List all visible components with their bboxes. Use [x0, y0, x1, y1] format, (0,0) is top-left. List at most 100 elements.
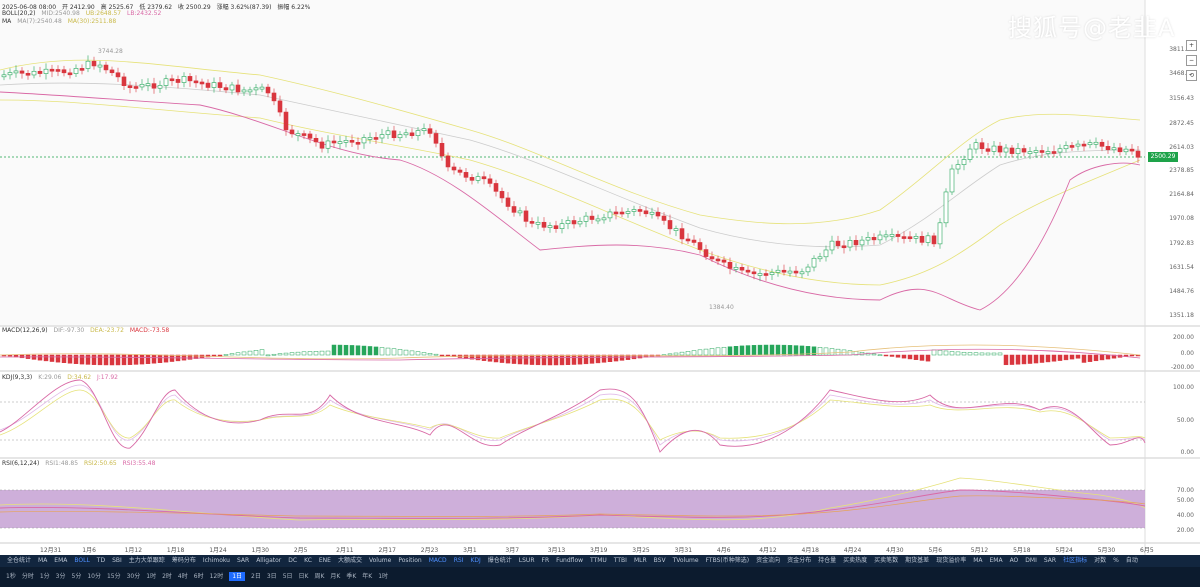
candle-body: [103, 64, 109, 71]
indicator-tab[interactable]: TVolume: [672, 557, 699, 564]
indicator-tab[interactable]: Fundflow: [556, 557, 584, 564]
rsi-info[interactable]: RSI(6,12,24) RSI1:48.85 RSI2:50.65 RSI3:…: [2, 460, 159, 467]
reset-icon[interactable]: ⟲: [1186, 70, 1197, 81]
candle-body: [451, 166, 457, 171]
indicator-tab[interactable]: 社区指标: [1063, 557, 1088, 564]
indicator-tab[interactable]: DC: [288, 557, 298, 564]
indicator-tab[interactable]: 全仓统计: [7, 557, 32, 564]
indicator-tab[interactable]: Ichimoku: [202, 557, 230, 564]
macd-bar: [1093, 354, 1099, 362]
macd-bar: [1075, 354, 1081, 359]
indicator-tab[interactable]: 主力大单跟踪: [128, 557, 165, 564]
indicator-tab[interactable]: Position: [398, 557, 422, 564]
candle-body: [37, 70, 43, 74]
timeframe-option[interactable]: 月K: [330, 573, 341, 580]
timeframe-option[interactable]: 2时: [162, 573, 172, 580]
indicator-tab[interactable]: EMA: [54, 557, 68, 564]
timeframe-option[interactable]: 1日: [229, 572, 246, 581]
indicator-tab[interactable]: Volume: [368, 557, 392, 564]
indicator-tab[interactable]: BSV: [653, 557, 666, 564]
indicator-tab[interactable]: FTBS(币种筛选): [705, 557, 750, 564]
timeframe-option[interactable]: 10分: [87, 573, 101, 580]
timeframe-option[interactable]: 1秒: [6, 573, 16, 580]
timeframe-option[interactable]: 1时: [146, 573, 157, 580]
candle-body: [1117, 147, 1123, 153]
zoom-out-icon[interactable]: −: [1186, 55, 1197, 66]
candle-body: [721, 259, 727, 263]
indicator-tab[interactable]: 买卖笔数: [874, 557, 899, 564]
candle-body: [655, 211, 661, 217]
indicator-tab[interactable]: KC: [304, 557, 312, 564]
indicator-tab[interactable]: FR: [541, 557, 550, 564]
timeframe-option[interactable]: 30分: [126, 573, 141, 580]
timeframe-option[interactable]: 季K: [346, 573, 357, 580]
timeframe-option[interactable]: 年K: [362, 573, 373, 580]
indicator-tab[interactable]: MA: [38, 557, 48, 564]
indicator-tab[interactable]: BOLL: [74, 557, 90, 564]
candle-body: [25, 72, 31, 76]
indicator-tab[interactable]: AO: [1009, 557, 1019, 564]
price-axis-label: 2872.45: [1169, 120, 1194, 127]
indicator-tab[interactable]: MA: [973, 557, 983, 564]
timeframe-option[interactable]: 6时: [193, 573, 204, 580]
indicator-tab[interactable]: 对数: [1094, 557, 1107, 564]
indicator-tab[interactable]: %: [1113, 557, 1119, 564]
indicator-tab[interactable]: TTBI: [613, 557, 627, 564]
timeframe-option[interactable]: 周K: [314, 573, 325, 580]
indicator-tab[interactable]: RSI: [453, 557, 464, 564]
indicator-tab[interactable]: 期货基差: [905, 557, 930, 564]
timeframe-option[interactable]: 3分: [55, 573, 66, 580]
candle-date: 2025-06-08 08:00: [2, 4, 57, 11]
indicator-tab[interactable]: TTMU: [590, 557, 607, 564]
macd-bar: [379, 347, 385, 356]
indicator-tab[interactable]: MACD: [428, 557, 447, 564]
timeframe-option[interactable]: 12时: [209, 573, 224, 580]
timeframe-option[interactable]: 5日: [282, 573, 293, 580]
indicator-tab[interactable]: 现货溢价率: [936, 557, 967, 564]
indicator-tab[interactable]: SAR: [236, 557, 250, 564]
indicator-tab[interactable]: KDJ: [470, 557, 481, 564]
macd-bar: [235, 352, 241, 356]
kdj-info[interactable]: KDJ(9,3,3) K:29.06 D:34.62 J:17.92: [2, 374, 122, 381]
date-tick-label: 6月5: [1140, 547, 1154, 554]
boll-info[interactable]: BOLL(20,2) MID:2540.98 UB:2648.57 LB:243…: [2, 10, 165, 17]
indicator-tab[interactable]: 买卖热度: [843, 557, 868, 564]
timeframe-option[interactable]: 5分: [71, 573, 82, 580]
timeframe-option[interactable]: 3日: [266, 573, 277, 580]
timeframe-option[interactable]: 1时: [378, 573, 389, 580]
candle-body: [571, 220, 577, 225]
ma-info[interactable]: MA MA(7):2540.48 MA(30):2511.88: [2, 18, 120, 25]
zoom-in-icon[interactable]: +: [1186, 40, 1197, 51]
macd-bar: [367, 346, 373, 356]
indicator-tab[interactable]: 资金分布: [787, 557, 812, 564]
indicator-tab[interactable]: 筹码分布: [171, 557, 196, 564]
indicator-tab[interactable]: ENE: [318, 557, 331, 564]
candle-body: [493, 183, 499, 192]
macd-bar: [151, 354, 157, 364]
candle-body: [43, 68, 49, 74]
indicator-tab[interactable]: LSUR: [518, 557, 535, 564]
timeframe-option[interactable]: 1分: [39, 573, 50, 580]
indicator-tab[interactable]: SBI: [112, 557, 122, 564]
timeframe-option[interactable]: 分时: [21, 573, 34, 580]
indicator-tab[interactable]: 大额成交: [337, 557, 362, 564]
candle-body: [1123, 148, 1129, 153]
macd-info[interactable]: MACD(12,26,9) DIF:-97.30 DEA:-23.72 MACD…: [2, 327, 173, 334]
indicator-tab[interactable]: 持仓量: [818, 557, 837, 564]
macd-bar: [1063, 354, 1069, 361]
timeframe-option[interactable]: 2日: [251, 573, 261, 580]
indicator-tab[interactable]: MLR: [633, 557, 647, 564]
indicator-tab[interactable]: Alligator: [256, 557, 282, 564]
indicator-tab[interactable]: SAR: [1043, 557, 1057, 564]
timeframe-option[interactable]: 4时: [177, 573, 188, 580]
indicator-tab[interactable]: TD: [96, 557, 106, 564]
indicator-tab[interactable]: EMA: [989, 557, 1003, 564]
timeframe-option[interactable]: 15分: [106, 573, 121, 580]
indicator-tab[interactable]: 资金流向: [756, 557, 781, 564]
indicator-tab[interactable]: DMI: [1025, 557, 1037, 564]
indicator-tab[interactable]: 自动: [1125, 557, 1138, 564]
timeframe-option[interactable]: 日K: [298, 573, 309, 580]
macd-bar: [595, 354, 601, 364]
indicator-tab[interactable]: 爆仓统计: [487, 557, 512, 564]
price-axis-label: 2164.84: [1169, 191, 1194, 198]
